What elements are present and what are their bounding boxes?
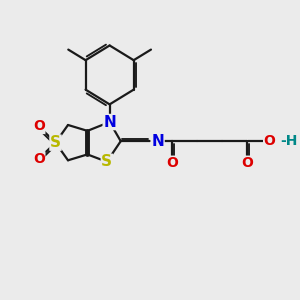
Text: O: O bbox=[166, 156, 178, 170]
Text: -H: -H bbox=[280, 134, 297, 148]
Text: N: N bbox=[103, 115, 116, 130]
Text: O: O bbox=[33, 119, 45, 134]
Text: O: O bbox=[241, 156, 253, 170]
Text: N: N bbox=[151, 134, 164, 149]
Text: S: S bbox=[101, 154, 112, 169]
Text: O: O bbox=[33, 152, 45, 166]
Text: S: S bbox=[50, 135, 61, 150]
Text: O: O bbox=[263, 134, 275, 148]
